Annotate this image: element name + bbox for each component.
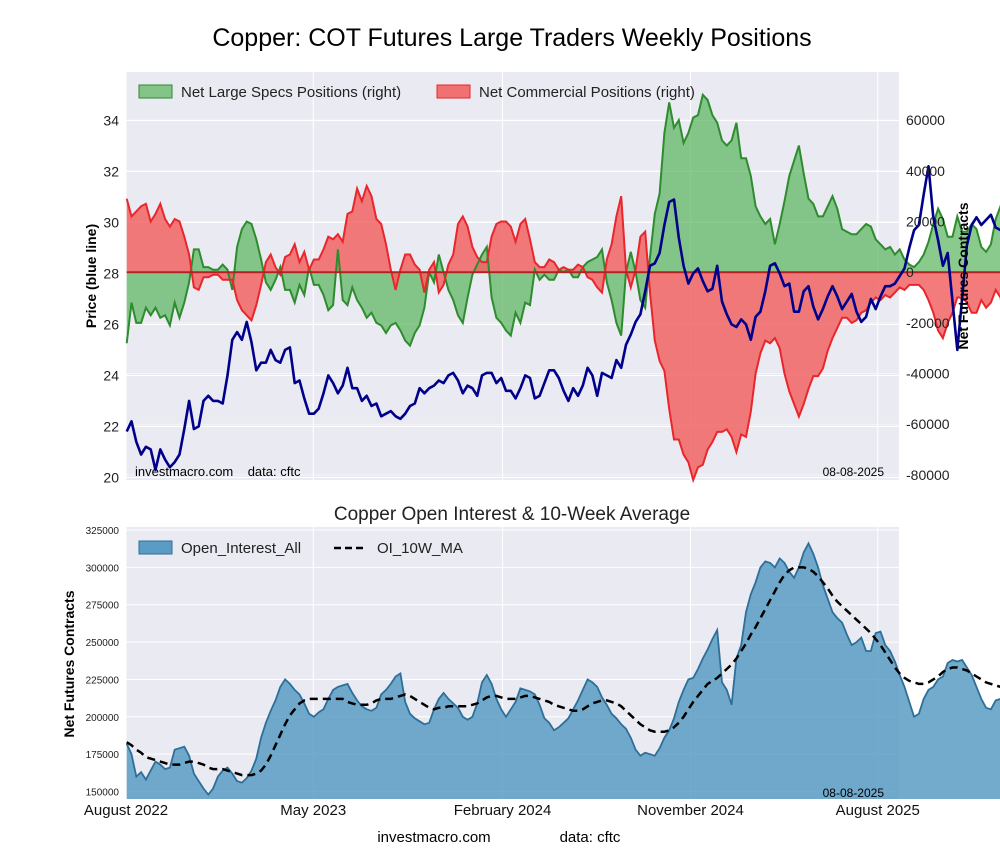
specs-area — [126, 94, 1000, 346]
price-axis-label: Price (blue line) — [83, 224, 99, 328]
price-tick-label: 24 — [103, 367, 119, 383]
net-contracts-tick-label: -80000 — [906, 467, 950, 483]
price-tick-label: 26 — [103, 316, 119, 332]
price-tick-label: 20 — [103, 469, 119, 485]
footer-source: data: cftc — [560, 829, 621, 846]
bottom-legend: Open_Interest_All OI_10W_MA — [138, 540, 463, 557]
net-contracts-tick-label: 40000 — [906, 163, 945, 179]
top-date-annotation: 08-08-2025 — [823, 465, 885, 479]
net-contracts-tick-label: 20000 — [906, 214, 945, 230]
date-axis-ticks: August 2022 May 2023 February 2024 November… — [84, 802, 920, 819]
top-legend: Net Large Specs Positions (right) Net Co… — [138, 84, 695, 101]
open-interest-area — [125, 541, 1000, 799]
date-tick-label: May 2023 — [280, 802, 346, 819]
bottom-panel: Copper Open Interest & 10-Week Average 1… — [61, 504, 1000, 819]
price-tick-label: 28 — [103, 265, 119, 281]
date-tick-label: August 2025 — [836, 802, 920, 819]
open-interest-axis-ticks: 150000 175000 200000 225000 250000 275000 3000… — [86, 526, 120, 799]
open-interest-axis-label: Net Futures Contracts — [61, 590, 77, 737]
open-interest-line — [125, 541, 1000, 796]
net-contracts-tick-label: -20000 — [906, 315, 950, 331]
price-axis-ticks: 20 22 24 26 28 30 32 34 — [103, 112, 119, 485]
price-line — [125, 165, 1000, 472]
open-interest-title: Copper Open Interest & 10-Week Average — [334, 504, 690, 525]
bottom-date-annotation: 08-08-2025 — [823, 786, 885, 800]
open-interest-tick-label: 225000 — [86, 675, 120, 686]
date-tick-label: November 2024 — [637, 802, 744, 819]
legend-swatch-commercial — [436, 84, 471, 99]
price-tick-label: 34 — [103, 112, 119, 128]
net-contracts-tick-label: 0 — [906, 264, 914, 280]
net-contracts-tick-label: 60000 — [906, 112, 945, 128]
commercial-area — [126, 186, 1000, 480]
open-interest-tick-label: 200000 — [86, 713, 120, 724]
legend-swatch-open-interest — [138, 540, 173, 555]
net-contracts-tick-label: -40000 — [906, 366, 950, 382]
legend-label-open-interest: Open_Interest_All — [181, 540, 301, 557]
open-interest-tick-label: 300000 — [86, 563, 120, 574]
top-source-annotation: investmacro.com data: cftc — [135, 464, 301, 479]
legend-label-ma: OI_10W_MA — [377, 540, 463, 557]
net-contracts-tick-label: -60000 — [906, 416, 950, 432]
date-tick-label: August 2022 — [84, 802, 168, 819]
price-tick-label: 30 — [103, 214, 119, 230]
price-tick-label: 22 — [103, 418, 119, 434]
net-contracts-axis-ticks: 60000 40000 20000 0 -20000 -40000 -60000 -80000 — [906, 112, 950, 483]
top-panel: 20 22 24 26 28 30 32 34 60000 40000 20000 0 -20000 -… — [83, 72, 1000, 485]
ma-line — [126, 566, 1000, 777]
date-tick-label: February 2024 — [454, 802, 552, 819]
footer-site: investmacro.com — [377, 829, 490, 846]
legend-label-commercial: Net Commercial Positions (right) — [479, 84, 695, 101]
figure-title: Copper: COT Futures Large Traders Weekly… — [212, 24, 811, 52]
price-tick-label: 32 — [103, 163, 119, 179]
legend-swatch-specs — [138, 84, 173, 99]
ma-dashed-line — [126, 566, 1000, 777]
legend-label-specs: Net Large Specs Positions (right) — [181, 84, 401, 101]
top-price-line — [125, 165, 1000, 472]
open-interest-tick-label: 250000 — [86, 638, 120, 649]
open-interest-fill — [126, 543, 1000, 799]
net-contracts-axis-label: Net Futures Contracts — [955, 202, 971, 349]
open-interest-tick-label: 325000 — [86, 526, 120, 537]
open-interest-tick-label: 275000 — [86, 601, 120, 612]
open-interest-tick-label: 150000 — [86, 788, 120, 799]
commercial-line — [125, 183, 1000, 484]
open-interest-tick-label: 175000 — [86, 750, 120, 761]
